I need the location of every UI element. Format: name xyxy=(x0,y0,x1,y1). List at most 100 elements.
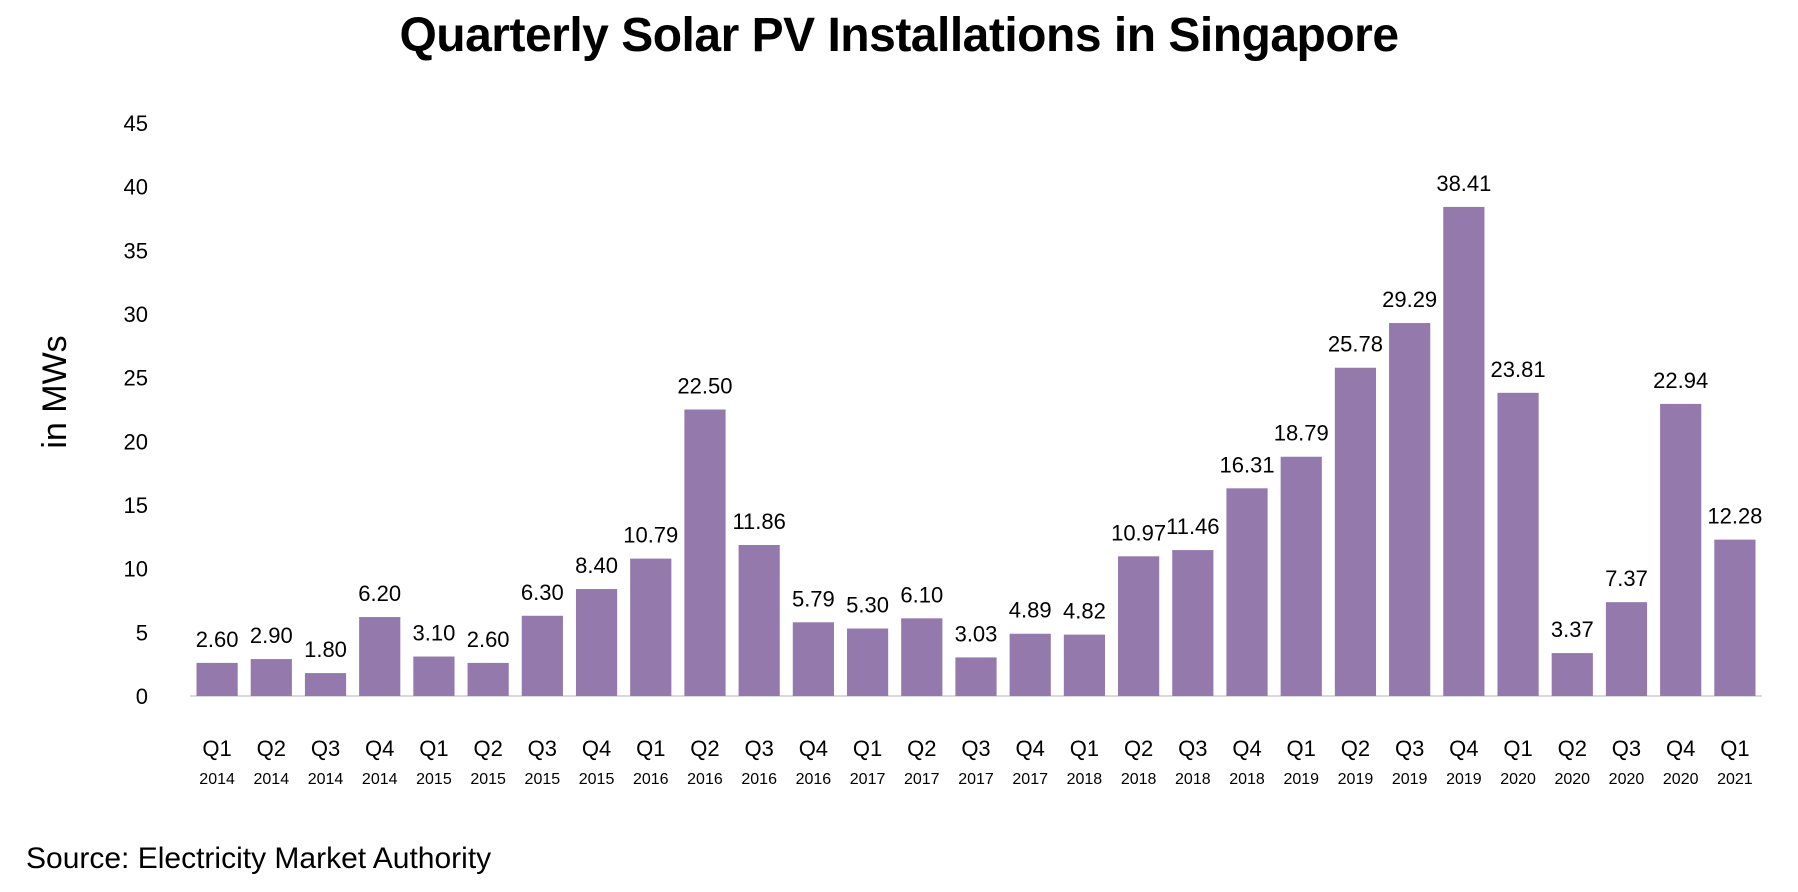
x-tick-year-label: 2016 xyxy=(633,771,669,788)
bar-value-label: 6.10 xyxy=(900,582,943,607)
x-tick-year-label: 2016 xyxy=(687,771,723,788)
x-tick-year-label: 2019 xyxy=(1283,771,1319,788)
x-tick-year-label: 2019 xyxy=(1338,771,1374,788)
chart-title: Quarterly Solar PV Installations in Sing… xyxy=(399,9,1399,62)
x-tick-year-label: 2017 xyxy=(1012,771,1048,788)
bar-value-label: 12.28 xyxy=(1707,504,1762,529)
bars-group xyxy=(196,206,1756,697)
bar xyxy=(955,657,997,696)
bar xyxy=(413,656,455,696)
bar-value-label: 2.90 xyxy=(250,623,293,648)
bar xyxy=(846,628,889,696)
bar xyxy=(467,662,509,696)
y-tick-label: 10 xyxy=(124,557,148,582)
bar xyxy=(196,662,238,696)
bar-value-label: 5.30 xyxy=(846,593,889,618)
bar-value-label: 3.10 xyxy=(413,621,456,646)
bar-value-label: 11.46 xyxy=(1166,514,1219,539)
bar-value-label: 16.31 xyxy=(1220,452,1275,477)
bar xyxy=(630,558,672,696)
x-tick-year-label: 2019 xyxy=(1392,771,1428,788)
x-tick-year-label: 2015 xyxy=(579,771,615,788)
x-tick-quarter-label: Q3 xyxy=(1395,736,1424,761)
x-axis-labels: Q1 2014 Q2 2014 Q3 2014 Q4 2014 Q1 2015 Q2 2015 Q3 20… xyxy=(199,736,1752,788)
x-tick-year-label: 2019 xyxy=(1446,771,1482,788)
bar-value-label: 25.78 xyxy=(1328,332,1383,357)
bar-value-label: 22.50 xyxy=(677,374,732,399)
bar xyxy=(1063,634,1106,696)
bar-value-label: 2.60 xyxy=(467,627,510,652)
bar xyxy=(792,622,834,696)
bar xyxy=(1118,556,1160,696)
x-tick-quarter-label: Q1 xyxy=(1070,736,1099,761)
bar-value-label: 6.30 xyxy=(521,580,564,605)
source-note: Source: Electricity Market Authority xyxy=(26,842,492,875)
x-tick-year-label: 2018 xyxy=(1121,771,1157,788)
x-tick-quarter-label: Q4 xyxy=(1449,736,1478,761)
x-tick-quarter-label: Q3 xyxy=(528,736,557,761)
bar-value-label: 1.80 xyxy=(304,637,347,662)
bar xyxy=(1714,539,1756,696)
x-tick-quarter-label: Q3 xyxy=(1178,736,1207,761)
bar-value-label: 5.79 xyxy=(792,586,835,611)
bar xyxy=(1605,602,1648,696)
x-tick-year-label: 2014 xyxy=(362,771,398,788)
bar-value-label: 7.37 xyxy=(1605,566,1648,591)
x-tick-quarter-label: Q2 xyxy=(907,736,936,761)
y-axis-ticks: 0 5 10 15 20 25 30 35 40 45 xyxy=(124,111,148,709)
bar-value-label: 10.97 xyxy=(1111,520,1166,545)
x-tick-quarter-label: Q1 xyxy=(1503,736,1532,761)
y-tick-label: 25 xyxy=(124,366,148,391)
x-tick-quarter-label: Q2 xyxy=(1558,736,1587,761)
x-tick-year-label: 2018 xyxy=(1067,771,1103,788)
x-tick-year-label: 2014 xyxy=(308,771,344,788)
x-tick-year-label: 2020 xyxy=(1500,771,1536,788)
x-tick-quarter-label: Q3 xyxy=(1612,736,1641,761)
x-tick-year-label: 2020 xyxy=(1663,771,1699,788)
x-tick-year-label: 2015 xyxy=(470,771,506,788)
x-tick-quarter-label: Q4 xyxy=(365,736,394,761)
x-tick-year-label: 2017 xyxy=(958,771,994,788)
x-tick-quarter-label: Q4 xyxy=(1232,736,1261,761)
bar-value-label: 22.94 xyxy=(1653,368,1708,393)
bar xyxy=(250,659,292,696)
x-tick-year-label: 2017 xyxy=(904,771,940,788)
bar-value-label: 3.03 xyxy=(955,621,998,646)
x-tick-quarter-label: Q1 xyxy=(853,736,882,761)
x-tick-quarter-label: Q1 xyxy=(1720,736,1749,761)
y-tick-label: 30 xyxy=(124,302,148,327)
x-tick-quarter-label: Q1 xyxy=(419,736,448,761)
bar-value-label: 29.29 xyxy=(1382,287,1437,312)
bar-value-label: 2.60 xyxy=(196,627,239,652)
bar xyxy=(304,673,347,696)
x-tick-year-label: 2018 xyxy=(1229,771,1265,788)
x-tick-year-label: 2016 xyxy=(741,771,777,788)
bar-value-label: 10.79 xyxy=(623,523,678,548)
x-tick-quarter-label: Q2 xyxy=(473,736,502,761)
x-tick-quarter-label: Q2 xyxy=(257,736,286,761)
x-tick-quarter-label: Q4 xyxy=(799,736,828,761)
bar-value-label: 4.82 xyxy=(1063,599,1106,624)
x-tick-quarter-label: Q3 xyxy=(744,736,773,761)
x-tick-quarter-label: Q3 xyxy=(961,736,990,761)
x-tick-quarter-label: Q1 xyxy=(202,736,231,761)
y-tick-label: 0 xyxy=(136,684,148,709)
x-tick-year-label: 2021 xyxy=(1717,771,1753,788)
x-tick-quarter-label: Q4 xyxy=(1666,736,1695,761)
x-tick-year-label: 2014 xyxy=(254,771,290,788)
bar xyxy=(901,618,943,696)
x-tick-year-label: 2016 xyxy=(796,771,832,788)
y-tick-label: 35 xyxy=(124,238,148,263)
x-tick-year-label: 2020 xyxy=(1554,771,1590,788)
x-tick-quarter-label: Q3 xyxy=(311,736,340,761)
x-tick-quarter-label: Q1 xyxy=(1287,736,1316,761)
bar-value-label: 8.40 xyxy=(575,553,618,578)
bar xyxy=(1497,392,1539,696)
x-tick-year-label: 2017 xyxy=(850,771,886,788)
bar xyxy=(521,615,563,696)
y-tick-label: 40 xyxy=(124,175,148,200)
bar-value-label: 18.79 xyxy=(1274,421,1329,446)
y-tick-label: 20 xyxy=(124,429,148,454)
